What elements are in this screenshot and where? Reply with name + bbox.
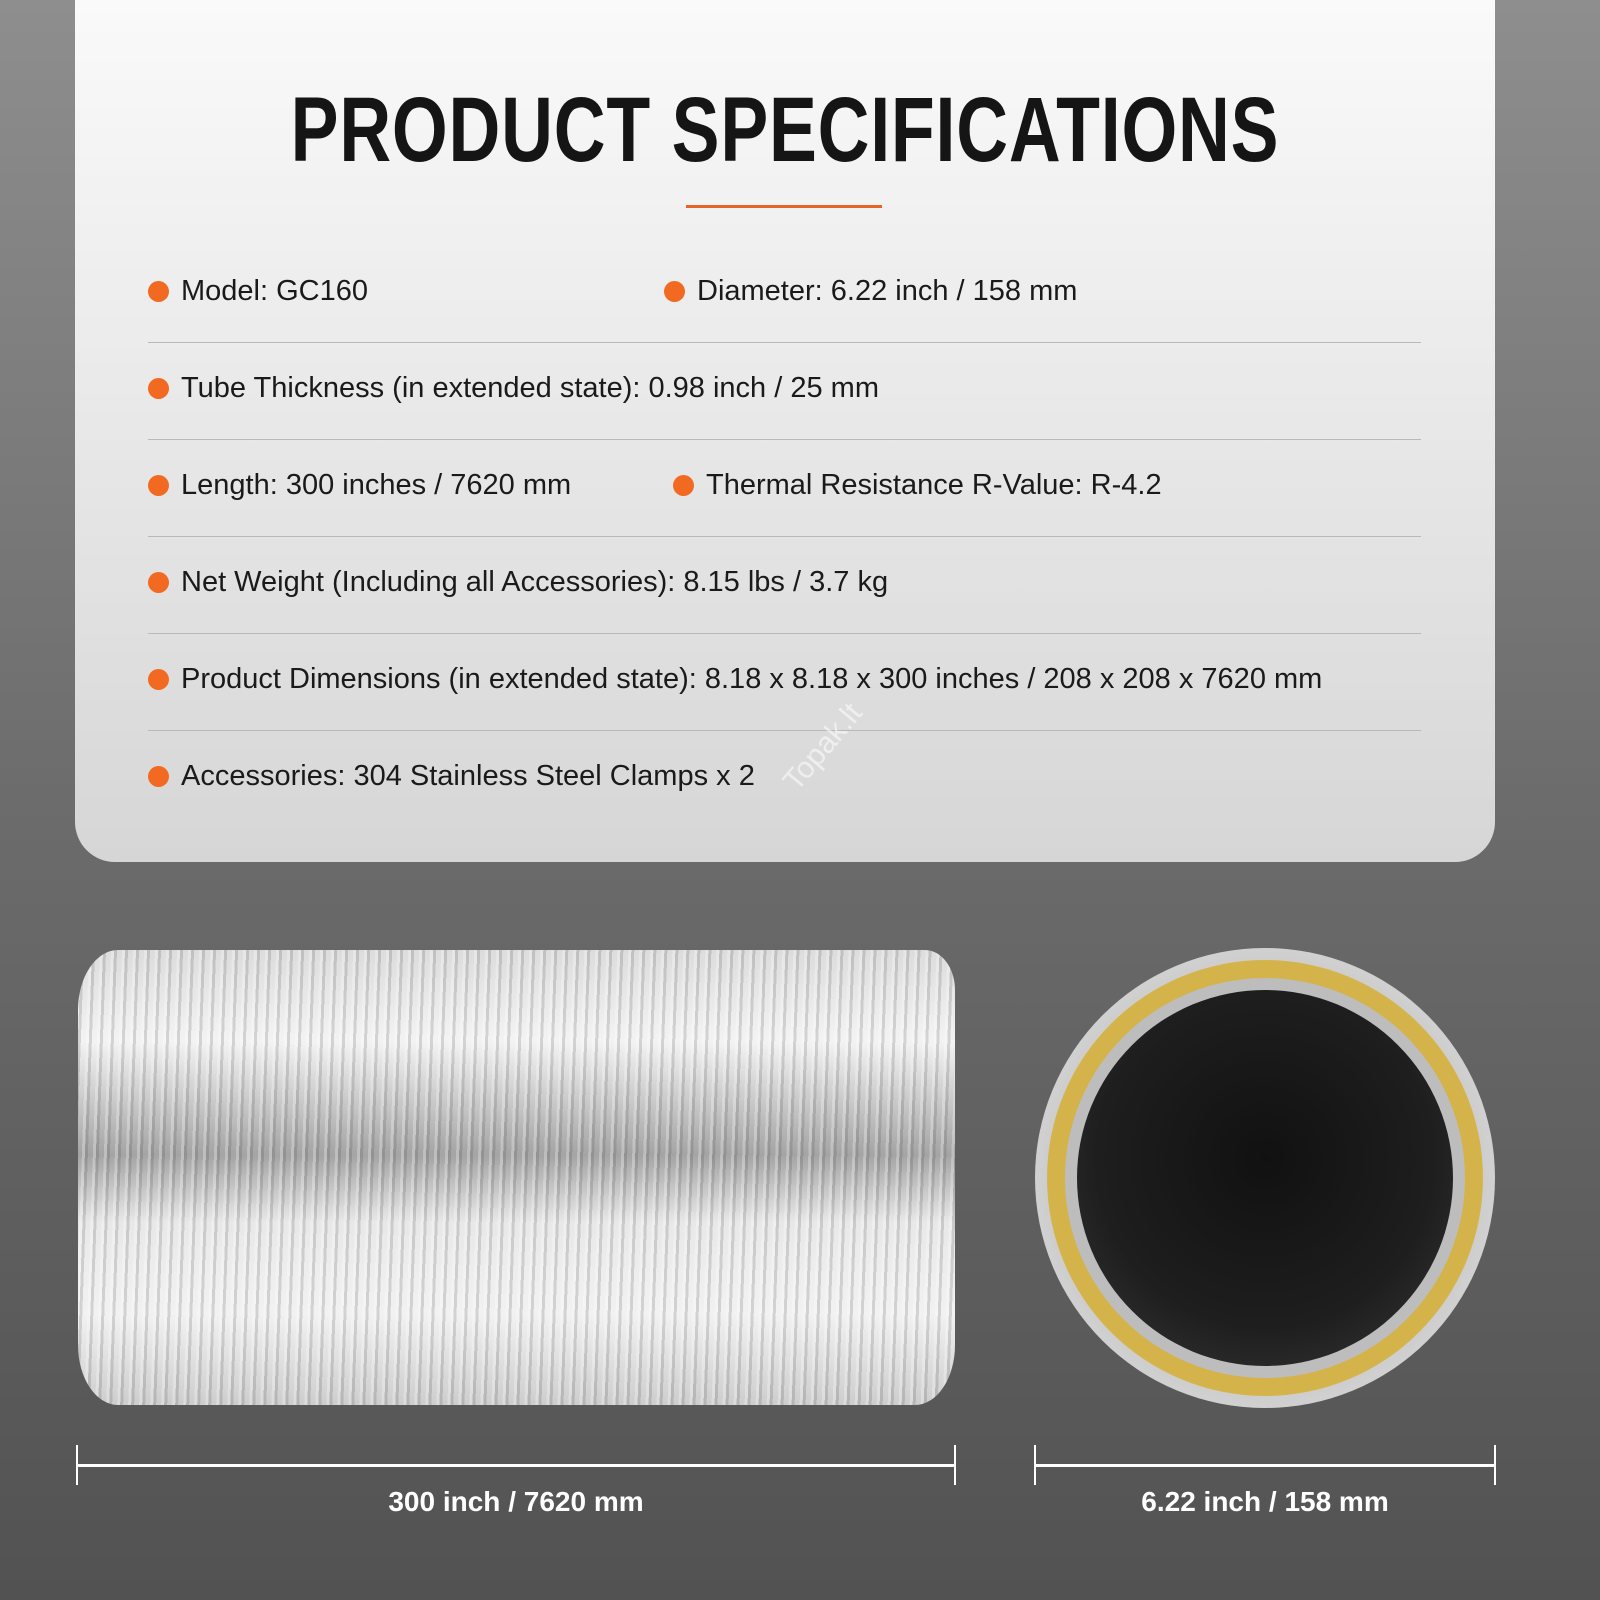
spec-row: Tube Thickness (in extended state): 0.98… xyxy=(148,342,1421,439)
spec-value: 0.98 inch / 25 mm xyxy=(648,372,879,404)
spec-row: Net Weight (Including all Accessories): … xyxy=(148,536,1421,633)
spec-net-weight: Net Weight (Including all Accessories): … xyxy=(148,566,888,599)
diameter-label: 6.22 inch / 158 mm xyxy=(1141,1486,1389,1517)
spec-label: Length: xyxy=(181,469,278,501)
spec-label: Product Dimensions (in extended state): xyxy=(181,663,697,695)
spec-row: Length: 300 inches / 7620 mm Thermal Res… xyxy=(148,439,1421,536)
dimension-line xyxy=(1036,1464,1494,1467)
divider xyxy=(148,439,1421,440)
spec-length: Length: 300 inches / 7620 mm xyxy=(148,469,571,502)
spec-model: Model: GC160 xyxy=(148,275,368,308)
bullet-icon xyxy=(148,669,169,690)
duct-side-image xyxy=(78,950,955,1405)
spec-row: Accessories: 304 Stainless Steel Clamps … xyxy=(148,730,1421,827)
divider xyxy=(148,342,1421,343)
bullet-icon xyxy=(148,378,169,399)
bullet-icon xyxy=(673,475,694,496)
spec-value: GC160 xyxy=(276,275,368,307)
length-dimension-line xyxy=(76,1445,956,1485)
spec-diameter: Diameter: 6.22 inch / 158 mm xyxy=(664,275,1077,308)
spec-value: 8.15 lbs / 3.7 kg xyxy=(683,566,889,598)
spec-dimensions: Product Dimensions (in extended state): … xyxy=(148,663,1322,696)
dimension-line xyxy=(78,1464,954,1467)
spec-value: 300 inches / 7620 mm xyxy=(285,469,572,501)
spec-label: Net Weight (Including all Accessories): xyxy=(181,566,676,598)
bullet-icon xyxy=(148,572,169,593)
length-label: 300 inch / 7620 mm xyxy=(388,1486,644,1517)
spec-card: PRODUCT SPECIFICATIONS Model: GC160 Diam… xyxy=(75,0,1495,862)
bullet-icon xyxy=(664,281,685,302)
spec-label: Tube Thickness (in extended state): xyxy=(181,372,641,404)
spec-label: Thermal Resistance R-Value: xyxy=(706,469,1083,501)
spec-r-value: Thermal Resistance R-Value: R-4.2 xyxy=(673,469,1162,502)
diameter-dimension-line xyxy=(1034,1445,1496,1485)
divider xyxy=(148,633,1421,634)
spec-row: Model: GC160 Diameter: 6.22 inch / 158 m… xyxy=(148,245,1421,342)
spec-row: Product Dimensions (in extended state): … xyxy=(148,633,1421,730)
spec-value: R-4.2 xyxy=(1090,469,1162,501)
spec-value: 8.18 x 8.18 x 300 inches / 208 x 208 x 7… xyxy=(704,663,1323,695)
title-underline xyxy=(686,205,882,208)
divider xyxy=(148,536,1421,537)
bullet-icon xyxy=(148,281,169,302)
spec-value: 304 Stainless Steel Clamps x 2 xyxy=(353,760,755,792)
duct-interior xyxy=(1077,990,1453,1366)
bullet-icon xyxy=(148,766,169,787)
spec-label: Model: xyxy=(181,275,269,307)
bullet-icon xyxy=(148,475,169,496)
spec-accessories: Accessories: 304 Stainless Steel Clamps … xyxy=(148,760,755,793)
divider xyxy=(148,730,1421,731)
spec-label: Accessories: xyxy=(181,760,346,792)
spec-value: 6.22 inch / 158 mm xyxy=(830,275,1078,307)
spec-tube-thickness: Tube Thickness (in extended state): 0.98… xyxy=(148,372,879,405)
spec-label: Diameter: xyxy=(697,275,823,307)
page-title: PRODUCT SPECIFICATIONS xyxy=(290,79,1280,181)
duct-end-image xyxy=(1035,948,1495,1408)
